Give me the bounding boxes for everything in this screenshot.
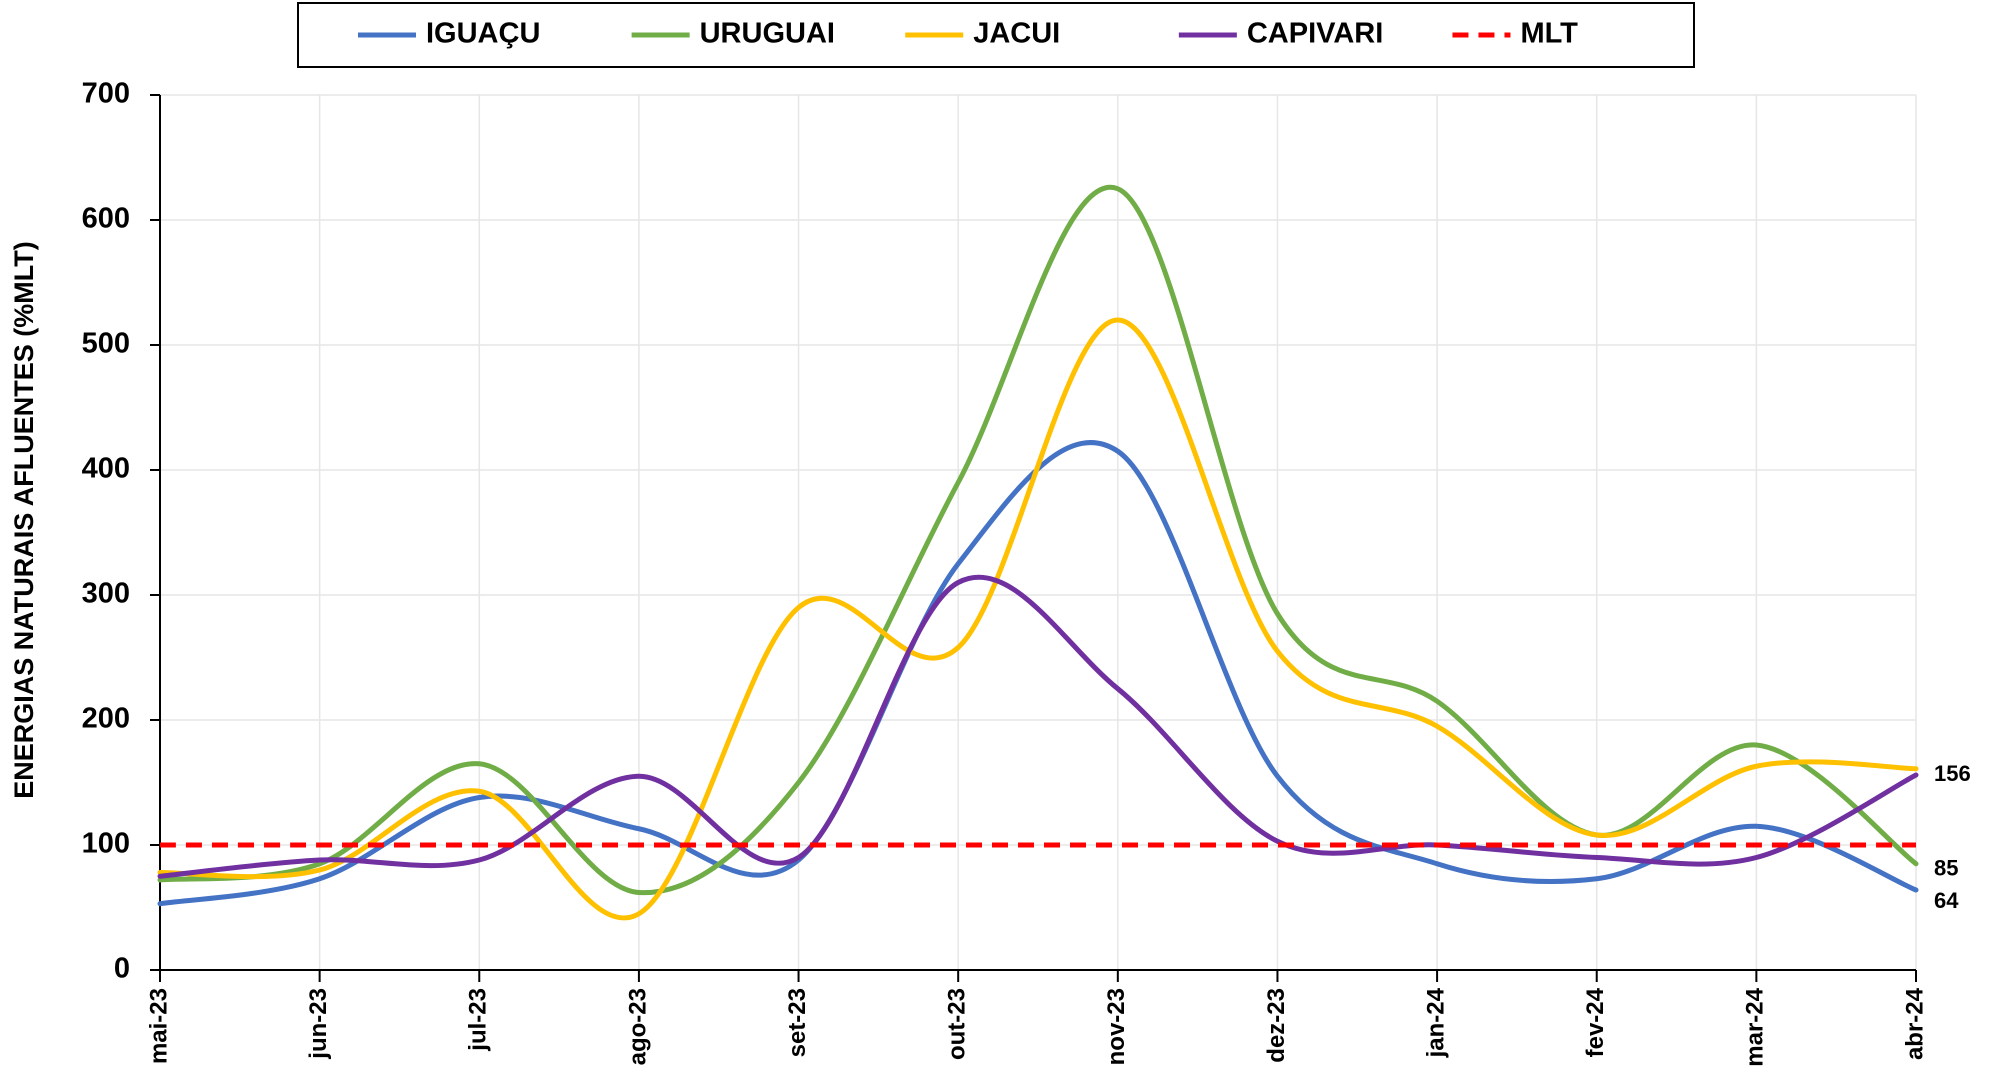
x-tick-label: nov-23 (1103, 988, 1130, 1065)
legend-box (297, 2, 1695, 68)
y-axis-title: ENERGIAS NATURAIS AFLUENTES (%MLT) (9, 241, 39, 798)
x-tick-label: jan-24 (1422, 987, 1449, 1058)
y-tick-label: 700 (82, 78, 130, 110)
x-tick-label: abr-24 (1901, 987, 1928, 1060)
x-tick-label: jul-23 (465, 988, 492, 1052)
data-label: 156 (1934, 761, 1971, 786)
y-tick-label: 500 (82, 328, 130, 360)
x-tick-label: mai-23 (145, 988, 172, 1064)
x-tick-label: set-23 (784, 988, 811, 1057)
series-line (157, 184, 1919, 896)
y-tick-label: 600 (82, 203, 130, 235)
legend-label: IGUAÇU (426, 18, 540, 50)
y-tick-label: 300 (82, 578, 130, 610)
data-label: 85 (1934, 856, 1958, 881)
legend-label: URUGUAI (700, 18, 835, 50)
series-line (157, 317, 1919, 921)
series-line (157, 440, 1919, 907)
x-tick-label: jun-23 (305, 988, 332, 1060)
data-label: 64 (1934, 888, 1959, 913)
x-tick-label: dez-23 (1263, 988, 1290, 1063)
x-tick-label: mar-24 (1742, 987, 1769, 1066)
y-tick-label: 100 (82, 828, 130, 860)
legend-label: CAPIVARI (1247, 18, 1383, 50)
legend-label: MLT (1520, 18, 1578, 50)
series-line (157, 574, 1919, 879)
x-tick-label: fev-24 (1582, 987, 1609, 1057)
y-tick-label: 0 (114, 953, 130, 985)
y-tick-label: 400 (82, 453, 130, 485)
x-tick-label: ago-23 (624, 988, 651, 1065)
x-tick-label: out-23 (944, 988, 971, 1060)
y-tick-label: 200 (82, 703, 130, 735)
legend-label: JACUI (973, 18, 1060, 50)
